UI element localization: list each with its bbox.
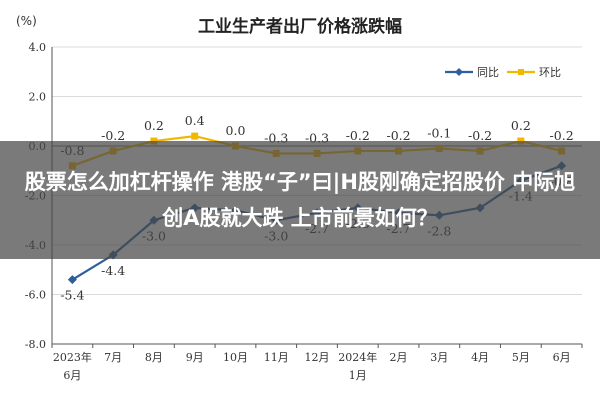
x-tick-label: 1月 [349,369,367,382]
data-label: -0.2 [101,128,125,143]
data-label: -0.2 [550,128,574,143]
headline-banner[interactable]: 股票怎么加杠杆操作 港股“子”曰|H股刚确定招股价 中际旭创A股就大跌 上市前景… [0,141,600,259]
x-tick-label: 4月 [471,351,489,364]
x-tick-label: 12月 [305,351,330,364]
x-tick-label: 5月 [512,351,530,364]
y-unit-label: (%) [16,14,37,28]
x-tick-label: 8月 [145,351,163,364]
data-point-diamond [67,275,77,285]
data-label: -0.2 [468,128,492,143]
data-label: -5.4 [60,288,84,303]
y-tick-label: 2.0 [29,91,47,104]
y-tick-label: -8.0 [25,338,46,351]
chart-title: 工业生产者出厂价格涨跌幅 [198,17,402,37]
x-tick-label: 3月 [430,351,448,364]
x-tick-label: 10月 [223,351,248,364]
legend-marker [455,68,463,76]
x-tick-label: 7月 [104,351,122,364]
data-label: -0.2 [346,128,370,143]
y-tick-label: -6.0 [25,289,46,302]
data-label: 0.4 [185,113,205,128]
headline-text[interactable]: 股票怎么加杠杆操作 港股“子”曰|H股刚确定招股价 中际旭创A股就大跌 上市前景… [24,170,576,230]
data-label: -0.1 [427,125,451,140]
x-tick-label: 11月 [264,351,289,364]
legend-marker [518,69,524,75]
data-label: -4.4 [101,263,125,278]
data-label: 0.2 [511,118,531,133]
x-tick-label: 2023年 [53,350,92,364]
legend-label: 环比 [539,66,561,79]
x-tick-label: 2024年 [338,350,377,364]
x-tick-label: 6月 [63,369,81,382]
data-label: -0.2 [386,128,410,143]
x-tick-label: 9月 [186,351,204,364]
data-label: 0.2 [144,118,164,133]
legend-label: 同比 [477,66,499,79]
x-tick-label: 2月 [390,351,408,364]
data-label: 0.0 [226,123,246,138]
y-tick-label: 4.0 [29,41,47,54]
x-tick-label: 6月 [553,351,571,364]
data-point-square [191,132,199,140]
